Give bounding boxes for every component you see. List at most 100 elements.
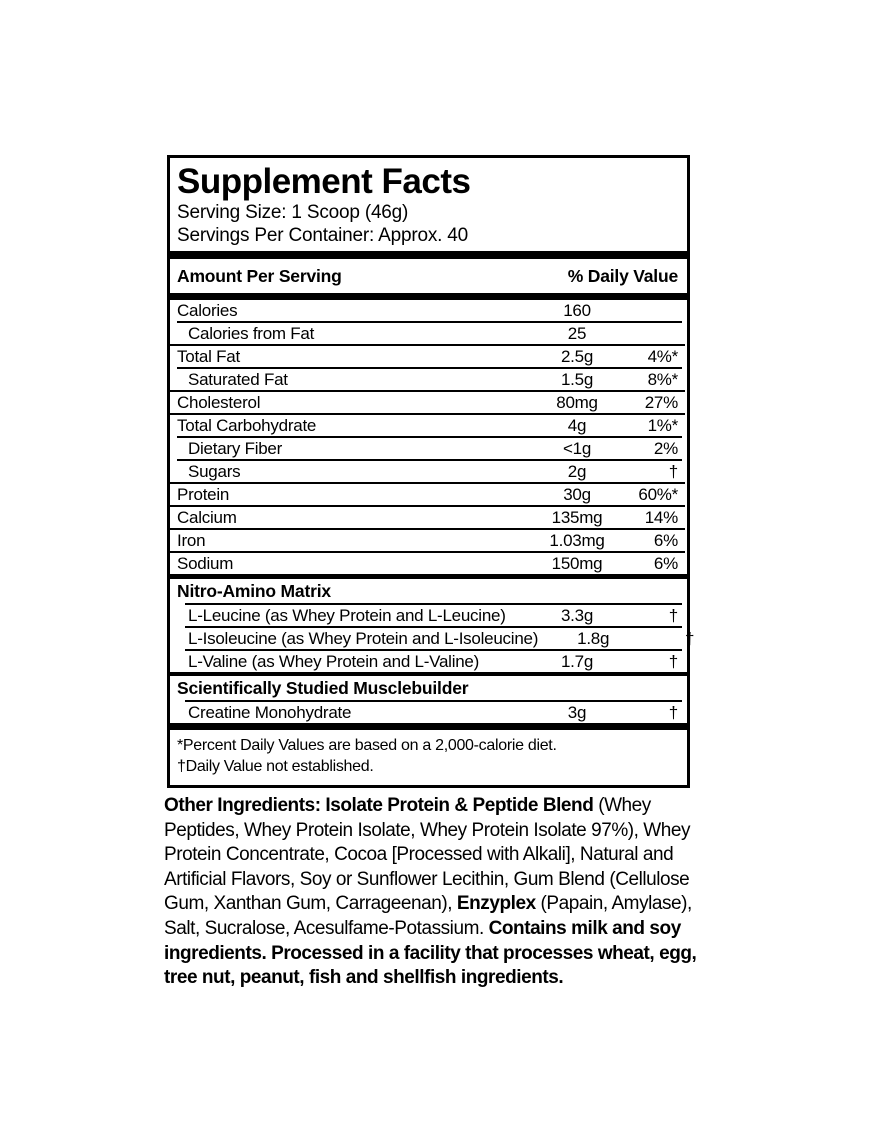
nutrient-daily-value: † (668, 462, 678, 481)
divider-line (185, 626, 682, 628)
nutrient-daily-value: 2% (653, 439, 678, 458)
nutrient-label: Calories from Fat (188, 324, 315, 343)
nutrient-label: L-Isoleucine (as Whey Protein and L-Isol… (188, 629, 539, 648)
nutrient-amount: 25 (567, 324, 587, 343)
nutrient-amount: 3g (567, 703, 587, 722)
nutrient-label: Total Carbohydrate (177, 416, 317, 435)
section-header: Scientifically Studied Musclebuilder (170, 676, 687, 700)
amount-per-serving-header: Amount Per Serving (177, 265, 342, 286)
nutrient-row: L-Isoleucine (as Whey Protein and L-Isol… (170, 628, 694, 649)
section-divider-bar (170, 574, 687, 579)
divider-line (177, 367, 682, 369)
nutrient-amount: 3.3g (560, 606, 594, 625)
divider-line (170, 528, 685, 530)
nutrient-row: Sugars 2g † (170, 461, 687, 482)
nutrient-amount: <1g (562, 439, 592, 458)
section-divider-bar (170, 672, 687, 676)
divider-line (170, 413, 685, 415)
divider-line (177, 321, 682, 323)
nutrient-row: Iron 1.03mg 6% (170, 530, 687, 551)
divider-bar (170, 251, 687, 259)
nutrient-label: Creatine Monohydrate (188, 703, 352, 722)
other-ingredients: Other Ingredients: Isolate Protein & Pep… (164, 794, 704, 991)
nutrient-amount: 2.5g (560, 347, 594, 366)
column-header-row: Amount Per Serving % Daily Value (170, 259, 687, 293)
nutrient-daily-value: † (668, 703, 678, 722)
divider-line (185, 603, 682, 605)
panel-title: Supplement Facts (177, 162, 471, 201)
divider-line (185, 649, 682, 651)
serving-size: Serving Size: 1 Scoop (46g) (177, 202, 409, 223)
nutrient-daily-value: † (684, 629, 695, 648)
nutrient-row: Calories 160 (170, 300, 687, 321)
nutrient-label: Calories (177, 301, 238, 320)
nutrient-amount: 30g (563, 485, 591, 504)
nutrient-label: Protein (177, 485, 230, 504)
divider-line (185, 700, 682, 702)
nutrient-label: Saturated Fat (188, 370, 288, 389)
other-ingredients-text-segment: (Whey Peptides, Whey Protein Isolate, Wh… (164, 795, 691, 915)
nutrient-label: Sodium (177, 554, 234, 573)
divider-line (170, 505, 685, 507)
nutrient-label: Cholesterol (177, 393, 261, 412)
divider-bar (170, 293, 687, 300)
nutrient-daily-value: 4%* (647, 347, 679, 366)
nutrient-daily-value: 6% (653, 531, 678, 550)
other-ingredients-text-segment: (Papain, Amylase), Salt, Sucralose, Aces… (164, 893, 692, 939)
divider-line (170, 390, 685, 392)
nutrient-row: Dietary Fiber <1g 2% (170, 438, 687, 459)
nutrient-daily-value: 60%* (638, 485, 678, 504)
divider-line (170, 482, 685, 484)
nutrient-amount: 135mg (551, 508, 603, 527)
daily-value-header: % Daily Value (567, 265, 678, 286)
nutrient-daily-value: 27% (644, 393, 679, 412)
section-header-label: Scientifically Studied Musclebuilder (177, 678, 469, 698)
nutrient-rows: Calories 160 Calories from Fat 25 Total … (170, 300, 694, 723)
divider-line (177, 459, 682, 461)
footnote-daily-values: *Percent Daily Values are based on a 2,0… (177, 737, 557, 754)
nutrient-label: Total Fat (177, 347, 240, 366)
nutrient-row: Total Carbohydrate 4g 1%* (170, 415, 687, 436)
other-ingredients-bold-segment: Other Ingredients: Isolate Protein & Pep… (164, 795, 594, 816)
nutrient-amount: 1.5g (560, 370, 594, 389)
servings-per-container: Servings Per Container: Approx. 40 (177, 225, 469, 246)
section-header-label: Nitro-Amino Matrix (177, 581, 331, 601)
nutrient-row: Sodium 150mg 6% (170, 553, 687, 574)
nutrient-amount: 4g (567, 416, 587, 435)
nutrient-row: Saturated Fat 1.5g 8%* (170, 369, 687, 390)
nutrient-amount: 80mg (556, 393, 598, 412)
nutrient-label: L-Valine (as Whey Protein and L-Valine) (188, 652, 480, 671)
divider-bar (170, 723, 687, 730)
other-ingredients-bold-segment: Enzyplex (456, 893, 536, 915)
nutrient-amount: 2g (567, 462, 587, 481)
nutrient-amount: 1.8g (577, 629, 610, 648)
nutrient-daily-value: 1%* (647, 416, 679, 435)
nutrient-daily-value: 14% (644, 508, 679, 527)
nutrient-daily-value: 8%* (647, 370, 679, 389)
nutrient-row: Protein 30g 60%* (170, 484, 687, 505)
nutrient-row: L-Leucine (as Whey Protein and L-Leucine… (170, 605, 687, 626)
supplement-facts-panel: Supplement Facts Serving Size: 1 Scoop (… (167, 155, 694, 788)
nutrient-row: Calories from Fat 25 (170, 323, 687, 344)
divider-line (170, 344, 685, 346)
nutrient-label: L-Leucine (as Whey Protein and L-Leucine… (188, 606, 506, 625)
nutrient-row: Creatine Monohydrate 3g † (170, 702, 687, 723)
nutrient-amount: 160 (563, 301, 591, 320)
nutrient-amount: 1.7g (560, 652, 594, 671)
footnotes: *Percent Daily Values are based on a 2,0… (170, 730, 687, 777)
nutrient-label: Sugars (188, 462, 241, 481)
nutrient-label: Dietary Fiber (188, 439, 283, 458)
nutrient-daily-value: † (668, 652, 678, 671)
nutrient-amount: 1.03mg (549, 531, 605, 550)
divider-line (177, 436, 682, 438)
nutrient-row: Total Fat 2.5g 4%* (170, 346, 687, 367)
nutrient-label: Iron (177, 531, 206, 550)
nutrient-row: Cholesterol 80mg 27% (170, 392, 687, 413)
section-header: Nitro-Amino Matrix (170, 579, 687, 603)
nutrient-daily-value: † (668, 606, 678, 625)
nutrient-row: L-Valine (as Whey Protein and L-Valine) … (170, 651, 687, 672)
divider-line (170, 551, 685, 553)
other-ingredients-bold-segment: Contains milk and soy ingredients. Proce… (164, 917, 697, 989)
nutrient-amount: 150mg (551, 554, 603, 573)
